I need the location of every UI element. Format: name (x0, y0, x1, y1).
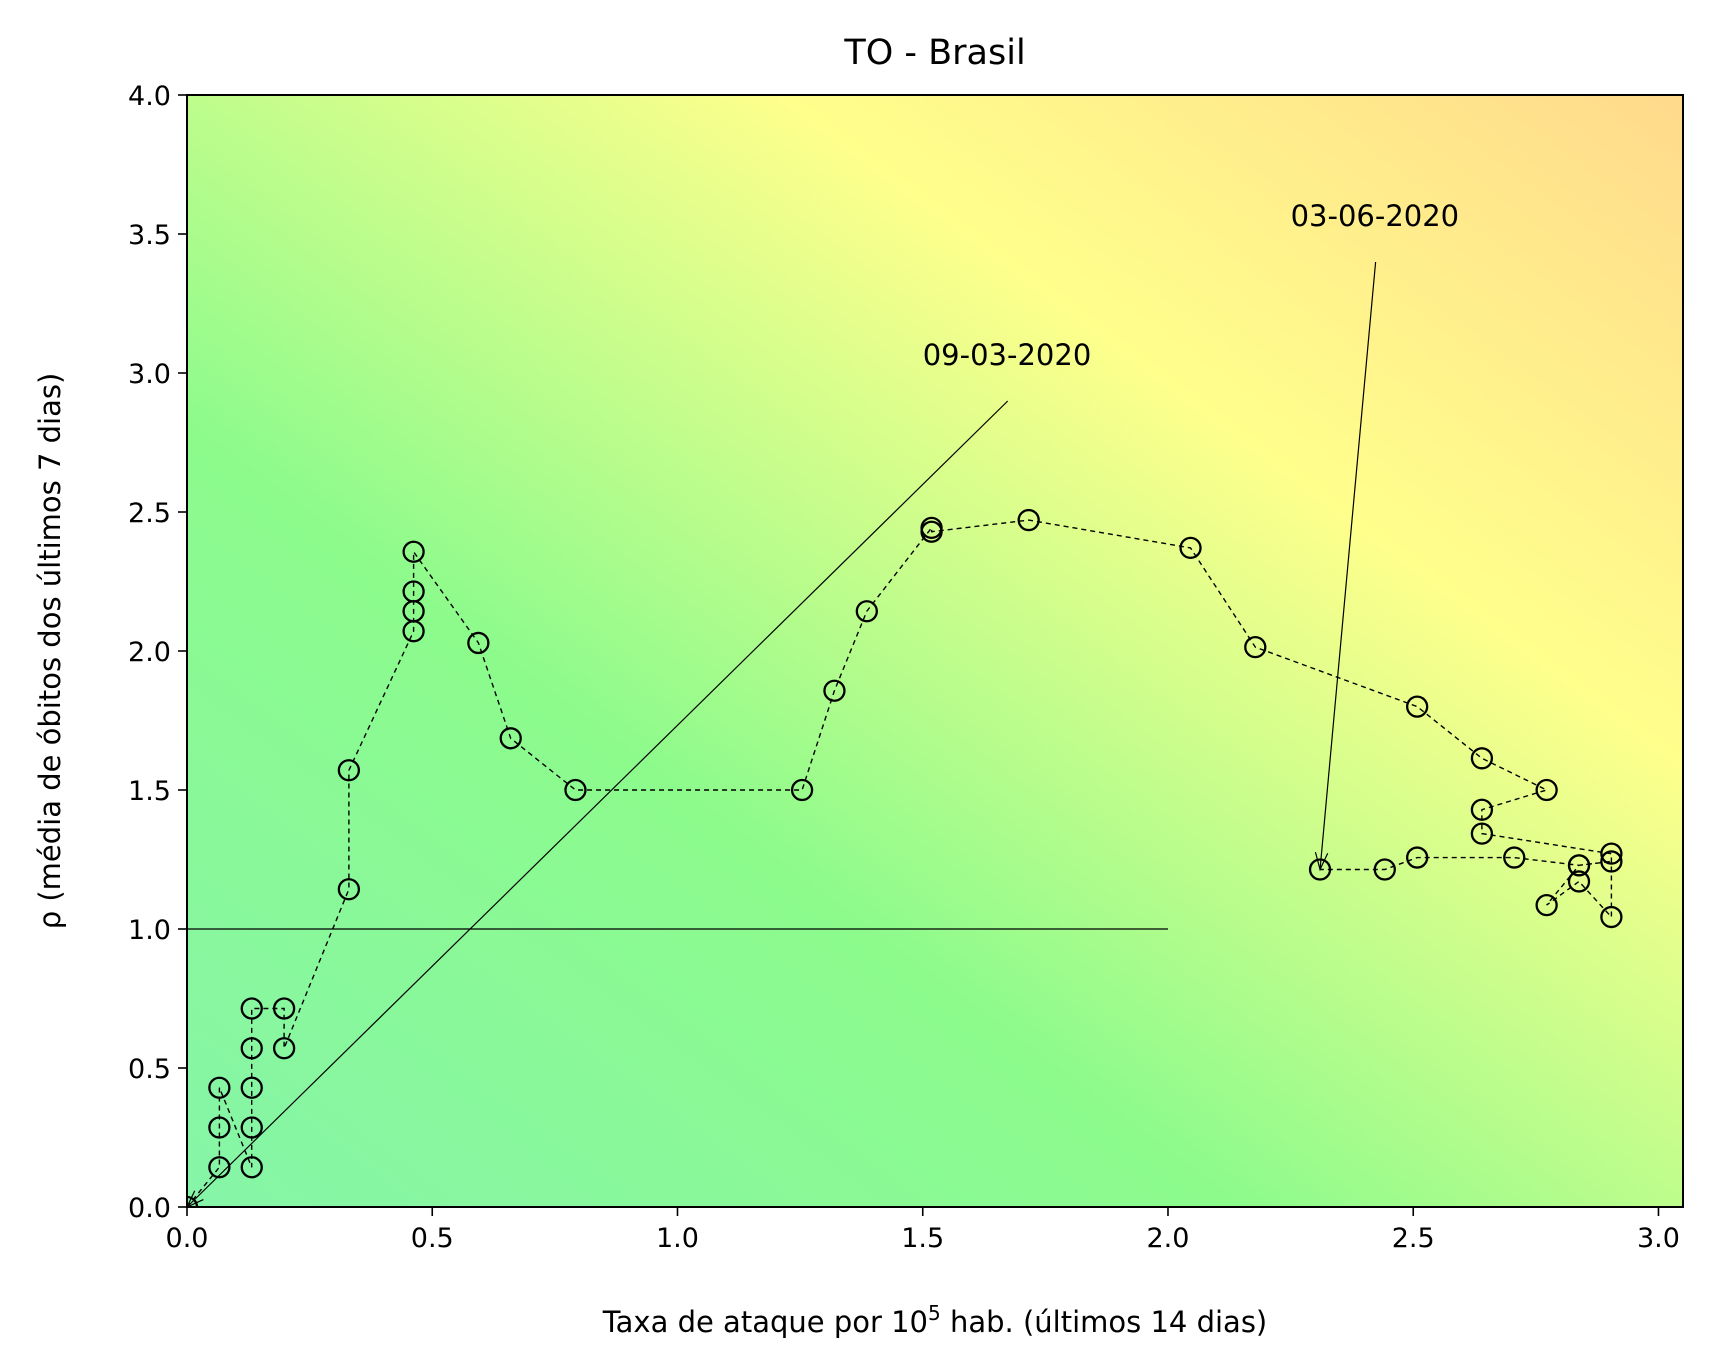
data-point (208, 1076, 231, 1099)
y-tick-label: 2.0 (128, 637, 171, 668)
x-tick-label: 2.0 (1147, 1223, 1190, 1254)
data-point (1600, 842, 1623, 865)
data-point (823, 679, 846, 702)
y-axis-label: ρ (média de óbitos dos últimos 7 dias) (33, 373, 67, 930)
y-tick-label: 0.0 (128, 1193, 171, 1224)
y-tick-label: 3.5 (128, 220, 171, 251)
data-point (1017, 508, 1040, 532)
data-point (337, 759, 361, 782)
x-axis-label-rest: hab. (últimos 14 dias) (941, 1305, 1268, 1339)
data-point (240, 1156, 263, 1179)
data-point (1373, 858, 1396, 881)
data-point (920, 520, 943, 543)
y-tick-label: 2.5 (128, 498, 171, 529)
data-point (1470, 798, 1494, 821)
data-point (1600, 850, 1623, 873)
data-point (1503, 846, 1526, 869)
data-point (1535, 893, 1558, 917)
x-tick-label: 1.5 (901, 1223, 944, 1254)
data-point (467, 631, 490, 655)
series-layer (187, 508, 1623, 1207)
x-axis: 0.0 0.5 1.0 1.5 2.0 2.5 3.0 (166, 1207, 1680, 1254)
annotation-label: 09-03-2020 (923, 338, 1092, 372)
x-tick-label: 2.5 (1392, 1223, 1435, 1254)
data-point (1470, 822, 1494, 845)
data-point (240, 1037, 263, 1060)
data-point (1406, 695, 1429, 718)
chart-title: TO - Brasil (843, 33, 1025, 73)
plot-background (187, 95, 1683, 1207)
data-point (1406, 846, 1429, 869)
data-point (1600, 905, 1623, 929)
annotation-layer: 09-03-2020 03-06-2020 (185, 199, 1460, 1209)
annotation: 09-03-2020 (185, 338, 1092, 1209)
annotation-arrow (1319, 261, 1377, 870)
data-point (1535, 778, 1558, 802)
x-axis-label-superscript: 5 (928, 1301, 941, 1325)
y-tick-label: 3.0 (128, 359, 171, 390)
y-tick-label: 4.0 (128, 81, 171, 112)
x-tick-label: 0.0 (166, 1223, 209, 1254)
data-point (272, 997, 296, 1020)
x-axis-label: Taxa de ataque por 105 hab. (últimos 14 … (602, 1301, 1268, 1339)
data-point (240, 1076, 263, 1099)
y-tick-label: 1.0 (128, 915, 171, 946)
data-point (855, 600, 878, 623)
series-line (187, 519, 1613, 1207)
annotation-arrowhead (1314, 851, 1329, 872)
data-point (1470, 747, 1494, 770)
data-point (337, 878, 361, 901)
data-point (208, 1156, 231, 1179)
data-point (1567, 854, 1591, 877)
data-point (1308, 858, 1332, 881)
data-point (240, 1116, 263, 1139)
data-point (790, 778, 814, 802)
x-tick-label: 3.0 (1637, 1223, 1680, 1254)
data-point (1567, 870, 1591, 893)
data-point (1244, 635, 1267, 659)
data-point (272, 1037, 296, 1060)
data-point (402, 580, 425, 603)
x-axis-label-main: Taxa de ataque por 10 (602, 1305, 928, 1339)
y-tick-label: 1.5 (128, 776, 171, 807)
data-point (564, 778, 587, 802)
x-tick-label: 0.5 (411, 1223, 454, 1254)
annotation: 03-06-2020 (1291, 199, 1460, 872)
annotation-arrow (186, 400, 1009, 1208)
data-point (208, 1116, 231, 1139)
data-point (499, 727, 522, 750)
data-point (402, 540, 425, 563)
annotation-label: 03-06-2020 (1291, 199, 1460, 233)
y-tick-label: 0.5 (128, 1054, 171, 1085)
x-tick-label: 1.0 (656, 1223, 699, 1254)
y-axis: 0.0 0.5 1.0 1.5 2.0 2.5 3.0 3.5 4.0 (128, 81, 187, 1224)
data-point (1179, 536, 1202, 560)
data-point (240, 997, 263, 1020)
